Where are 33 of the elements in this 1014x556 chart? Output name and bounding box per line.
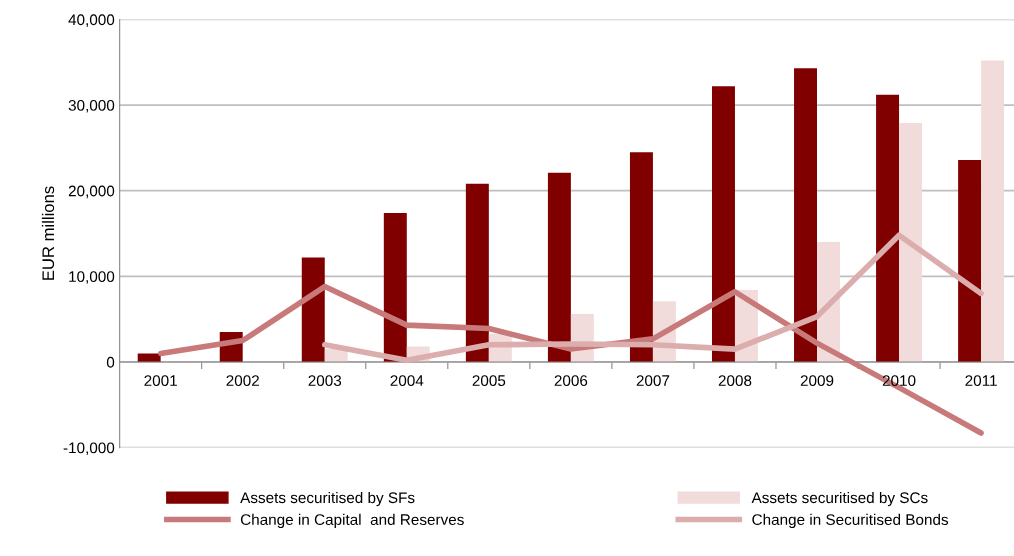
bar: [547, 172, 571, 362]
legend-label: Change in Capital and Reserves: [240, 513, 464, 529]
x-tick-label: 2011: [965, 375, 997, 387]
x-tick-label: 2003: [308, 375, 342, 387]
y-tick-label: 0: [106, 356, 115, 368]
x-tick-label: 2009: [800, 375, 834, 387]
y-tick-label: 10,000: [69, 271, 115, 284]
y-tick-label: 20,000: [68, 185, 115, 199]
x-tick-label: 2007: [636, 375, 670, 387]
x-tick-label: 2010: [882, 375, 916, 387]
bar: [383, 212, 407, 362]
y-tick-label: -10,000: [63, 442, 115, 456]
y-tick-label: 40,000: [68, 14, 115, 27]
bar: [876, 94, 900, 362]
x-tick-label: 2004: [390, 375, 424, 387]
legend-label: Change in Securitised Bonds: [752, 513, 949, 529]
bar: [711, 86, 735, 362]
x-tick-label: 2008: [718, 375, 752, 387]
bar: [899, 123, 923, 362]
bar: [794, 68, 818, 362]
y-tick-label: 30,000: [68, 99, 115, 113]
x-tick-label: 2006: [554, 375, 588, 387]
x-tick-label: 2005: [472, 375, 506, 387]
bar: [301, 257, 325, 362]
bar: [629, 152, 653, 362]
legend-label: Assets securitised by SFs: [240, 491, 415, 507]
x-tick-label: 2002: [226, 375, 259, 387]
bar: [958, 159, 982, 362]
bar: [981, 60, 1005, 362]
y-axis-title: EUR millions: [41, 186, 55, 280]
legend-label: Assets securitised by SCs: [751, 491, 928, 507]
bar: [465, 183, 489, 362]
x-tick-label: 2001: [144, 375, 177, 387]
